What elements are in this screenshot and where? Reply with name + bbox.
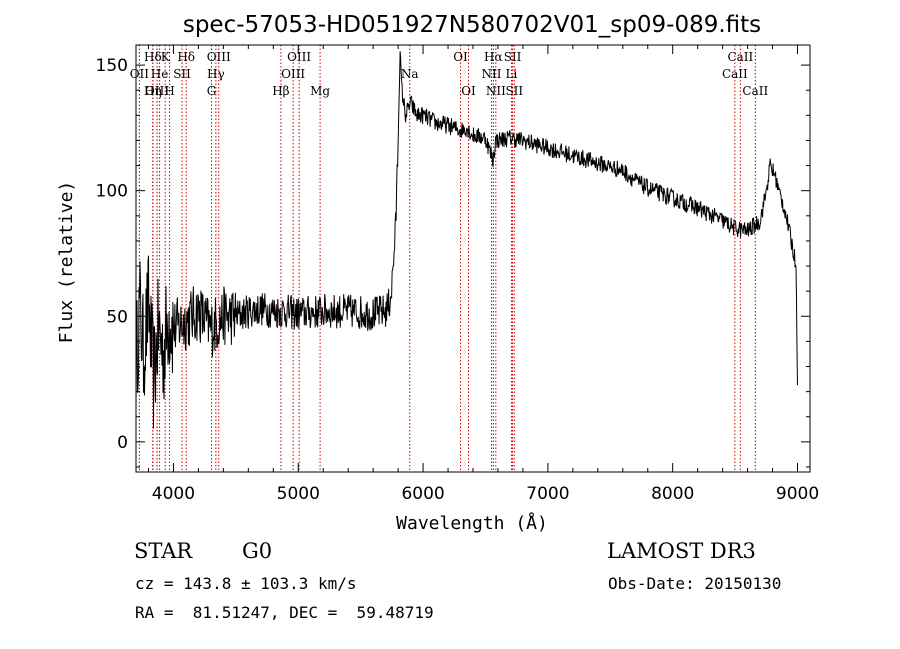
spectral-line-label: OIII xyxy=(281,67,305,81)
survey-name: LAMOST DR3 xyxy=(607,539,756,563)
spectral-line-label: OI xyxy=(453,50,468,64)
y-tick-label: 0 xyxy=(117,433,128,453)
spectral-line-label: Mg xyxy=(310,84,330,98)
observation-date: Obs-Date: 20150130 xyxy=(608,574,782,593)
x-axis-label: Wavelength (Å) xyxy=(396,512,548,534)
spectral-line-label: SII xyxy=(505,84,523,98)
spectral-line-label: CaII xyxy=(742,84,768,98)
spectral-subclass: G0 xyxy=(242,539,273,563)
spectral-line-label: OI xyxy=(461,84,476,98)
spectral-line-label: SII xyxy=(504,50,522,64)
spectral-line-label: OII xyxy=(130,67,150,81)
x-tick-label: 6000 xyxy=(401,484,444,504)
x-tick-label: 4000 xyxy=(152,484,195,504)
spectral-line-label: OIII xyxy=(145,84,169,98)
plot-frame xyxy=(135,44,811,473)
spectral-line-label: Hα xyxy=(484,50,503,64)
y-tick-label: 150 xyxy=(96,56,128,76)
y-tick-label: 100 xyxy=(96,182,128,202)
spectral-line-label: Hδ xyxy=(144,50,162,64)
spectrum-line xyxy=(135,51,798,429)
x-tick-label: 7000 xyxy=(526,484,569,504)
spectral-line-label: He xyxy=(151,67,169,81)
spectral-line-label: Hβ xyxy=(272,84,289,98)
x-tick-label: 9000 xyxy=(776,484,819,504)
y-axis-ticks: 0 50 100 150 xyxy=(96,56,810,468)
spectral-line-label: K xyxy=(161,50,171,64)
x-tick-label: 5000 xyxy=(277,484,320,504)
spectral-line-label: Hη xyxy=(144,84,162,98)
spectral-line-label: Hδ xyxy=(177,50,195,64)
y-tick-label: 50 xyxy=(106,307,128,327)
x-axis-ticks: 4000 5000 6000 7000 8000 9000 xyxy=(147,45,819,504)
spectral-line-markers xyxy=(138,45,756,472)
x-tick-label: 8000 xyxy=(651,484,694,504)
spectral-line-label: G xyxy=(207,84,217,98)
spectral-line-label: Na xyxy=(401,67,419,81)
spectral-line-label: NII xyxy=(486,84,506,98)
y-axis-label: Flux (relative) xyxy=(56,181,77,344)
spectral-line-label: OIII xyxy=(207,50,231,64)
spectral-line-label: SII xyxy=(173,67,191,81)
spectral-line-label: Li xyxy=(506,67,518,81)
spectral-line-label: H xyxy=(164,84,174,98)
spectral-line-label: CaII xyxy=(727,50,753,64)
chart-title: spec-57053-HD051927N580702V01_sp09-089.f… xyxy=(183,12,761,38)
coordinates: RA = 81.51247, DEC = 59.48719 xyxy=(135,603,434,622)
object-class: STAR xyxy=(134,539,193,563)
spectral-line-label: OIII xyxy=(287,50,311,64)
redshift-velocity: cz = 143.8 ± 103.3 km/s xyxy=(135,574,357,593)
spectral-line-label: CaII xyxy=(722,67,748,81)
spectral-line-label: Hγ xyxy=(207,67,225,81)
spectral-line-label: NII xyxy=(481,67,501,81)
